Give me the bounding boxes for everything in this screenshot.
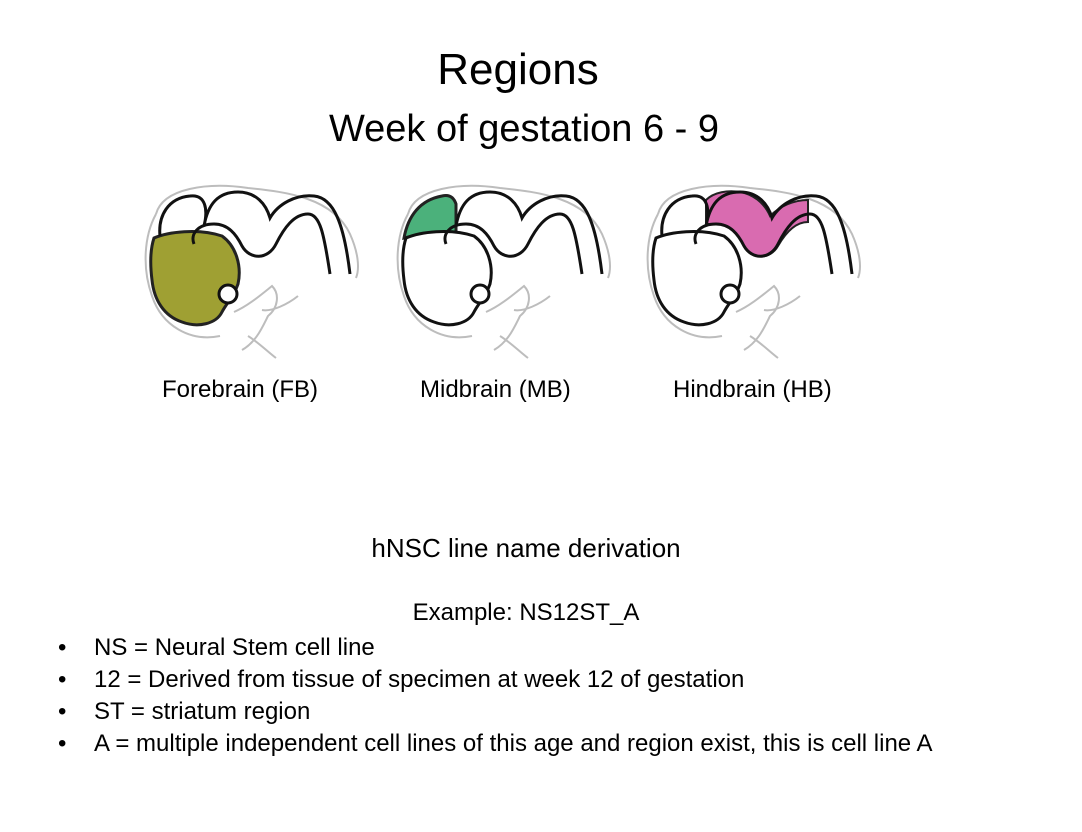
forebrain-diagram bbox=[138, 176, 368, 368]
embryo-outline bbox=[646, 184, 861, 339]
midbrain-label: Midbrain (MB) bbox=[420, 376, 571, 403]
eye-circle bbox=[719, 283, 741, 305]
hindbrain-label: Hindbrain (HB) bbox=[673, 376, 832, 403]
embryo-outline bbox=[144, 184, 359, 339]
body-outline bbox=[485, 284, 551, 359]
forebrain-outline bbox=[651, 230, 743, 327]
hindbrain-diagram bbox=[640, 176, 870, 368]
bullet-icon: • bbox=[58, 666, 67, 693]
neural-tube bbox=[158, 190, 352, 275]
list-item-text: ST = striatum region bbox=[94, 698, 311, 725]
eye-circle bbox=[469, 283, 491, 305]
slide-title: Regions bbox=[437, 45, 599, 94]
embryo-outline bbox=[396, 184, 611, 339]
forebrain-outline bbox=[401, 230, 493, 327]
derivation-list: • NS = Neural Stem cell line • 12 = Deri… bbox=[58, 632, 933, 760]
list-item-text: 12 = Derived from tissue of specimen at … bbox=[94, 666, 745, 693]
list-item: • ST = striatum region bbox=[58, 696, 933, 728]
derivation-heading: hNSC line name derivation bbox=[371, 533, 681, 563]
body-outline bbox=[735, 284, 801, 359]
slide-subtitle: Week of gestation 6 - 9 bbox=[328, 108, 720, 150]
bullet-icon: • bbox=[58, 730, 67, 757]
forebrain-label: Forebrain (FB) bbox=[162, 376, 319, 403]
neural-tube bbox=[443, 190, 604, 275]
list-item-text: A = multiple independent cell lines of t… bbox=[94, 730, 933, 757]
list-item-text: NS = Neural Stem cell line bbox=[94, 634, 375, 661]
bullet-icon: • bbox=[58, 698, 67, 725]
list-item: • A = multiple independent cell lines of… bbox=[58, 728, 933, 760]
list-item: • 12 = Derived from tissue of specimen a… bbox=[58, 664, 933, 696]
neural-tube bbox=[660, 190, 854, 275]
forebrain-highlight bbox=[149, 230, 241, 327]
list-item: • NS = Neural Stem cell line bbox=[58, 632, 933, 664]
eye-circle bbox=[217, 283, 239, 305]
body-outline bbox=[233, 284, 299, 359]
midbrain-diagram bbox=[390, 176, 620, 368]
derivation-example: Example: NS12ST_A bbox=[412, 599, 640, 626]
bullet-icon: • bbox=[58, 634, 67, 661]
